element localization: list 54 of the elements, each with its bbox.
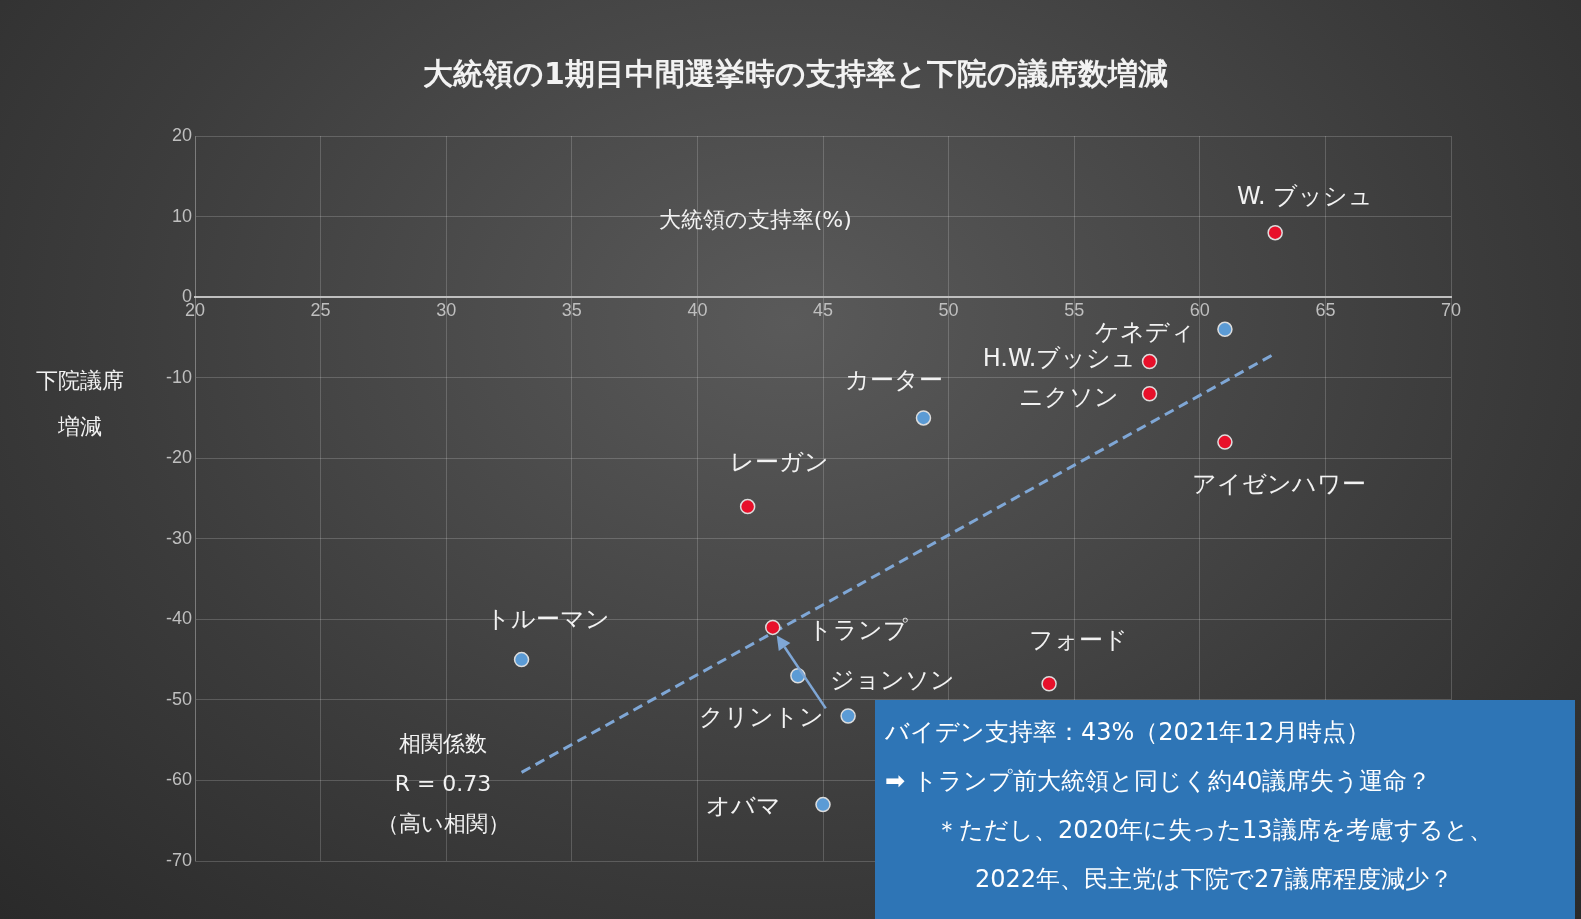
x-tick-label: 45 xyxy=(812,299,834,320)
series-label: オバマ xyxy=(705,791,781,820)
annotation: バイデン支持率：43%（2021年12月時点） xyxy=(885,717,1371,748)
annotation: 相関係数 xyxy=(399,730,487,756)
y-tick-label: -30 xyxy=(165,527,192,548)
annotation: ＊ただし、2020年に失った13議席を考慮すると、 xyxy=(934,815,1494,846)
point xyxy=(1041,676,1057,692)
series-label: トルーマン xyxy=(485,604,610,633)
x-tick-label: 50 xyxy=(938,299,959,320)
series-label: H.W.ブッシュ xyxy=(982,343,1137,372)
x-tick-label: 65 xyxy=(1315,299,1336,320)
y-tick-label: 20 xyxy=(171,124,192,145)
callout-box: バイデン支持率：43%（2021年12月時点） ➡ トランプ前大統領と同じく約40議席失う運命？ ＊ただし、2020年に失った13議席を考慮すると、 2022年、民主党は下院で27議席程度減少？ xyxy=(875,700,1575,919)
y-axis-title: 下院議席増減 xyxy=(36,368,124,440)
x-tick-label: 30 xyxy=(436,299,457,320)
annotation: ➡ トランプ前大統領と同じく約40議席失う運命？ xyxy=(885,766,1433,797)
point xyxy=(1217,321,1233,338)
point xyxy=(1217,434,1233,450)
series-label: フォード xyxy=(1028,626,1128,655)
series-label: ジョンソン xyxy=(830,665,956,694)
series-label: ケネディ xyxy=(1094,317,1195,346)
y-tick-label: -40 xyxy=(165,608,192,629)
y-tick-label: -50 xyxy=(165,688,192,709)
series-label: カーター xyxy=(845,366,944,395)
series-label: アイゼンハワー xyxy=(1191,470,1366,499)
x-axis-title: 大統領の支持率(%) xyxy=(658,207,852,233)
y-tick-label: -60 xyxy=(165,769,192,790)
y-tick-label: 10 xyxy=(171,205,192,226)
annotation: （高い相関） xyxy=(376,810,510,836)
point xyxy=(815,796,831,813)
point xyxy=(1141,353,1158,370)
y-tick-label: -20 xyxy=(165,447,192,468)
x-tick-label: 35 xyxy=(561,299,582,320)
point xyxy=(739,498,756,515)
y-tick-label: -10 xyxy=(165,366,192,387)
x-tick-label: 55 xyxy=(1064,299,1085,320)
series-label: レーガン xyxy=(730,447,830,476)
point xyxy=(1267,224,1283,241)
x-tick-label: 25 xyxy=(310,299,331,320)
point xyxy=(915,410,932,426)
point xyxy=(513,651,530,668)
series-label: トランプ xyxy=(807,615,908,644)
x-tick-label: 60 xyxy=(1189,299,1210,320)
x-tick-label: 70 xyxy=(1440,299,1462,320)
annotation: R = 0.73 xyxy=(394,770,492,796)
point xyxy=(765,619,781,636)
series-label: ニクソン xyxy=(1018,383,1119,412)
chart-title: 大統領の1期目中間選挙時の支持率と下院の議席数増減 xyxy=(423,55,1168,91)
series-label: W. ブッシュ xyxy=(1237,181,1374,210)
y-tick-label: -70 xyxy=(165,849,192,870)
point xyxy=(1141,386,1158,402)
x-tick-label: 40 xyxy=(687,299,708,320)
point xyxy=(840,708,856,724)
series-label: クリントン xyxy=(698,703,824,732)
